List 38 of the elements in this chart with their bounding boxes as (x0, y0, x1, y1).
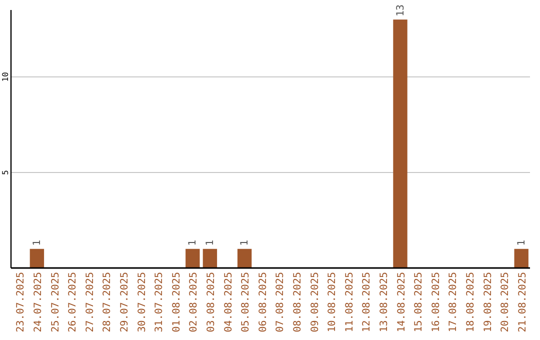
data-label: 13 (395, 4, 406, 17)
x-tick-label: 10.08.2025 (327, 272, 338, 332)
x-tick-label: 20.08.2025 (500, 272, 512, 332)
x-tick-label: 02.08.2025 (188, 272, 200, 332)
data-label: 1 (516, 240, 528, 246)
x-tick-label: 15.08.2025 (414, 272, 425, 332)
x-tick-label: 31.07.2025 (154, 272, 166, 332)
x-tick-label: 05.08.2025 (240, 272, 252, 332)
data-label: 1 (240, 240, 251, 246)
x-tick-label: 12.08.2025 (362, 272, 373, 332)
x-tick-label: 21.08.2025 (517, 272, 528, 332)
x-tick-label: 09.08.2025 (310, 272, 321, 332)
x-tick-label: 29.07.2025 (119, 272, 130, 332)
x-tick-label: 25.07.2025 (50, 272, 62, 332)
y-tick-label: 10 (1, 72, 10, 82)
x-tick-label: 17.08.2025 (448, 272, 460, 332)
x-tick-label: 08.08.2025 (292, 272, 304, 332)
x-tick-label: 11.08.2025 (344, 272, 356, 332)
x-tick-label: 14.08.2025 (396, 272, 408, 332)
x-tick-label: 19.08.2025 (482, 272, 494, 332)
x-tick-label: 13.08.2025 (378, 272, 390, 332)
x-tick-label: 03.08.2025 (206, 272, 217, 332)
y-tick-label: 5 (1, 170, 10, 175)
x-tick-label: 04.08.2025 (223, 272, 234, 332)
x-tick-label: 28.07.2025 (102, 272, 114, 332)
data-label: 1 (204, 240, 216, 246)
data-label: 1 (32, 240, 43, 246)
x-tick-label: 30.07.2025 (136, 272, 148, 332)
x-tick-label: 18.08.2025 (465, 272, 476, 332)
x-tick-label: 01.08.2025 (171, 272, 182, 332)
x-tick-label: 07.08.2025 (275, 272, 286, 332)
x-tick-label: 06.08.2025 (258, 272, 269, 332)
x-tick-label: 16.08.2025 (430, 272, 442, 332)
x-tick-label: 24.07.2025 (32, 272, 44, 332)
x-tick-label: 23.07.2025 (16, 272, 27, 332)
x-tick-label: 27.07.2025 (84, 272, 96, 332)
data-label: 1 (188, 240, 199, 246)
x-tick-label: 26.07.2025 (68, 272, 79, 332)
